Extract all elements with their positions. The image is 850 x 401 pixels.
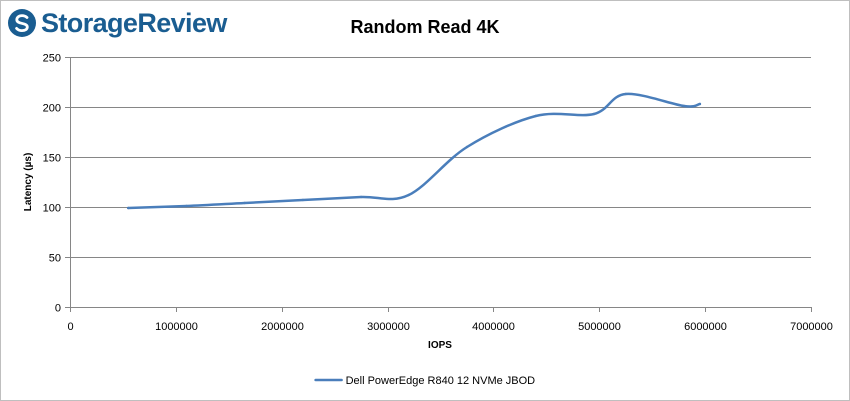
data-point-0-3 (301, 198, 305, 202)
data-point-0-0 (127, 206, 130, 210)
y-axis-tick-labels: 0 50 100 150 200 250 (43, 53, 61, 315)
gridlines (65, 57, 812, 312)
data-point-0-5 (407, 193, 410, 197)
y-tick-label: 250 (43, 53, 61, 65)
data-point-0-1 (185, 204, 188, 208)
y-tick-label: 100 (43, 203, 61, 215)
x-tick-label: 0 (67, 321, 73, 333)
data-point-0-10 (682, 104, 686, 108)
data-point-0-8 (592, 112, 596, 116)
series-line-0 (126, 92, 702, 210)
storagereview-logo-icon (8, 9, 36, 37)
y-tick-label: 50 (49, 253, 61, 265)
legend-label-0: Dell PowerEdge R840 12 NVMe JBOD (346, 375, 536, 387)
brand-name: StorageReview (41, 7, 227, 38)
x-tick-label: 3000000 (367, 321, 410, 333)
chart-title: Random Read 4K (350, 17, 499, 37)
y-tick-label: 200 (43, 103, 61, 115)
data-point-0-2 (243, 201, 246, 205)
data-point-0-4 (359, 195, 363, 199)
x-axis-title: IOPS (428, 340, 452, 351)
data-point-0-9 (624, 92, 627, 96)
x-tick-label: 1000000 (155, 321, 198, 333)
x-tick-label: 4000000 (472, 321, 515, 333)
data-point-0-11 (698, 102, 702, 106)
data-point-0-7 (534, 114, 537, 118)
x-tick-label: 6000000 (684, 321, 727, 333)
x-tick-label: 2000000 (261, 321, 304, 333)
y-tick-label: 150 (43, 153, 61, 165)
y-tick-label: 0 (55, 303, 61, 315)
y-axis-title: Latency (µs) (23, 153, 34, 212)
x-axis-tick-labels: 0 1000000 2000000 3000000 4000000 5000000 6000… (67, 321, 832, 333)
series-lines (126, 92, 702, 210)
storagereview-logo: StorageReview (7, 5, 227, 41)
x-tick-label: 7000000 (790, 321, 833, 333)
data-point-0-6 (465, 145, 469, 149)
x-tick-label: 5000000 (578, 321, 621, 333)
legend: Dell PowerEdge R840 12 NVMe JBOD (314, 375, 536, 387)
